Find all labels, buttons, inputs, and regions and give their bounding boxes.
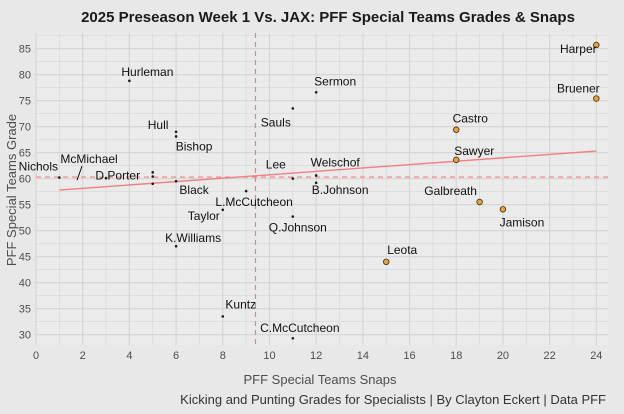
point-label: B.Johnson: [312, 183, 369, 197]
x-tick-label: 14: [357, 350, 369, 362]
point-label: Galbreath: [424, 184, 477, 198]
label-leader-line: [76, 165, 83, 181]
point-label: Kuntz: [225, 297, 256, 311]
x-tick-label: 2: [80, 350, 86, 362]
y-axis-title: PFF Special Teams Grade: [4, 114, 19, 266]
point-label: McMichael: [60, 152, 117, 166]
point-labels: Harper Bruener Castro Sawyer Galbreath Jamiso…: [19, 42, 600, 335]
y-tick-label: 70: [19, 122, 31, 134]
y-axis-ticks: 30 35 40 45 50 55 60 65 70 75 80 85: [19, 44, 31, 342]
y-tick-label: 75: [19, 96, 31, 108]
data-point: [593, 41, 600, 49]
y-tick-label: 55: [19, 200, 31, 212]
point-label: Jamison: [500, 215, 545, 229]
y-tick-label: 85: [19, 44, 31, 56]
data-point: [383, 258, 390, 265]
reference-lines: [36, 33, 608, 345]
x-tick-label: 4: [126, 350, 132, 362]
data-point: [291, 215, 295, 218]
point-label: Taylor: [188, 209, 220, 223]
data-point: [58, 176, 61, 179]
point-label: Sauls: [261, 115, 291, 129]
x-tick-label: 22: [544, 350, 556, 362]
data-point: [128, 79, 131, 83]
x-tick-label: 8: [220, 350, 226, 362]
data-point: [174, 135, 178, 138]
x-tick-label: 6: [173, 350, 179, 362]
data-point: [314, 174, 318, 177]
point-label: D.Porter: [95, 168, 140, 182]
x-tick-label: 12: [310, 350, 322, 362]
data-point: [593, 95, 600, 102]
point-label: Sawyer: [454, 144, 494, 158]
point-label: Hurleman: [121, 65, 173, 79]
chart-caption: Kicking and Punting Grades for Specialis…: [180, 392, 606, 407]
data-point: [151, 175, 155, 178]
point-label: C.McCutcheon: [260, 321, 339, 335]
x-tick-label: 0: [33, 350, 39, 362]
point-label: Q.Johnson: [269, 221, 327, 235]
grid-lines: [35, 33, 608, 345]
x-tick-label: 16: [403, 350, 415, 362]
y-tick-label: 65: [19, 148, 31, 160]
y-tick-label: 50: [19, 226, 31, 238]
point-label: Bruener: [557, 82, 600, 96]
data-point: [453, 126, 460, 133]
y-tick-label: 35: [19, 304, 31, 316]
data-point: [314, 90, 318, 94]
data-point: [291, 336, 295, 340]
x-axis-title: PFF Special Teams Snaps: [244, 372, 397, 387]
point-label: Castro: [453, 112, 489, 126]
point-label: Hull: [148, 118, 169, 132]
point-label: Harper: [560, 42, 597, 56]
x-tick-label: 18: [450, 350, 462, 362]
y-tick-label: 60: [19, 174, 31, 186]
data-point: [151, 171, 155, 174]
y-tick-label: 40: [19, 278, 31, 290]
point-label: Leota: [387, 243, 417, 257]
data-point: [221, 315, 225, 318]
data-point: [314, 181, 318, 185]
data-point: [499, 206, 507, 213]
data-point: [291, 107, 295, 110]
y-tick-label: 45: [19, 252, 31, 264]
point-label: Sermon: [314, 74, 356, 88]
x-axis-ticks: 0 2 4 6 8 10 12 14 16 18 20 22 24: [33, 350, 603, 362]
trend-line: [59, 150, 597, 191]
data-point: [151, 182, 155, 186]
data-point: [221, 208, 225, 212]
point-label: K.Williams: [165, 231, 221, 245]
y-tick-label: 80: [19, 70, 31, 82]
y-tick-label: 30: [19, 330, 31, 342]
data-point: [174, 179, 178, 183]
point-label: Bishop: [176, 139, 213, 153]
data-point: [476, 198, 483, 206]
data-point: [291, 177, 295, 180]
point-label: Welschof: [311, 155, 361, 169]
data-point: [104, 176, 108, 180]
data-points: [58, 41, 600, 340]
chart-title: 2025 Preseason Week 1 Vs. JAX: PFF Speci…: [81, 9, 575, 26]
plot-panel: [36, 33, 608, 345]
point-label: Nichols: [19, 160, 58, 174]
point-label: L.McCutcheon: [215, 195, 292, 209]
data-point: [453, 156, 460, 164]
x-tick-label: 10: [263, 350, 275, 362]
x-tick-label: 24: [590, 350, 602, 362]
data-point: [174, 244, 178, 248]
data-point: [244, 189, 248, 193]
data-point: [174, 130, 178, 134]
x-tick-label: 20: [497, 350, 509, 362]
point-label: Black: [179, 183, 209, 197]
point-label: Lee: [266, 158, 286, 172]
